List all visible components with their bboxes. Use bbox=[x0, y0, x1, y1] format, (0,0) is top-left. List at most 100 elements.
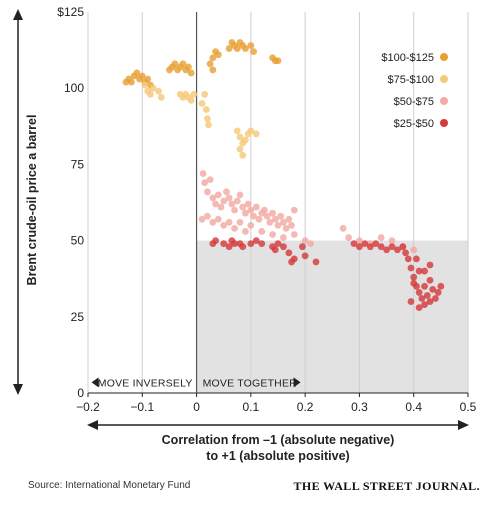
data-point-s0-20 bbox=[209, 54, 217, 62]
data-point-s2-27 bbox=[271, 215, 279, 223]
data-point-s0-15 bbox=[179, 60, 187, 68]
data-point-s2-16 bbox=[242, 209, 249, 217]
data-point-s3-37 bbox=[415, 267, 423, 275]
data-point-s2-5 bbox=[212, 200, 219, 208]
data-point-s1-15 bbox=[204, 115, 211, 123]
data-point-s2-58 bbox=[410, 246, 418, 254]
data-point-s0-24 bbox=[225, 45, 233, 52]
data-point-s0-35 bbox=[274, 57, 282, 65]
data-point-s3-12 bbox=[271, 246, 279, 254]
data-point-s3-15 bbox=[285, 249, 293, 257]
publisher-logo: THE WALL STREET JOURNAL. bbox=[293, 479, 480, 493]
data-point-s3-34 bbox=[410, 273, 418, 281]
x-tick-label-6: 0.4 bbox=[405, 400, 422, 414]
data-point-s2-3 bbox=[206, 176, 214, 184]
y-tick-label-4: 100 bbox=[64, 81, 84, 95]
data-point-s2-19 bbox=[250, 212, 257, 220]
data-point-s2-20 bbox=[252, 203, 260, 211]
data-point-s2-11 bbox=[228, 200, 236, 208]
data-point-s1-2 bbox=[147, 90, 154, 98]
data-point-s3-5 bbox=[231, 240, 238, 248]
data-point-s2-42 bbox=[236, 218, 244, 226]
data-point-s2-6 bbox=[214, 191, 222, 199]
data-point-s3-43 bbox=[426, 298, 434, 305]
data-point-s1-5 bbox=[157, 93, 165, 101]
arrow-left-icon bbox=[91, 377, 99, 388]
data-point-s2-17 bbox=[244, 200, 252, 208]
y-tick-label-3: 75 bbox=[71, 157, 85, 171]
legend-swatch-3 bbox=[440, 119, 448, 127]
legend-swatch-1 bbox=[440, 75, 448, 83]
data-point-s2-50 bbox=[307, 240, 314, 248]
data-point-s2-48 bbox=[290, 231, 298, 238]
data-point-s3-7 bbox=[239, 243, 247, 251]
data-point-s2-34 bbox=[290, 206, 298, 214]
data-point-s2-43 bbox=[242, 228, 249, 235]
data-point-s2-55 bbox=[377, 234, 385, 241]
data-point-s3-28 bbox=[388, 243, 396, 251]
data-point-s2-51 bbox=[339, 225, 347, 232]
y-axis-label: Brent crude-oil price a barrel bbox=[25, 115, 39, 286]
data-point-s3-42 bbox=[423, 292, 431, 299]
data-point-s0-2 bbox=[128, 78, 135, 86]
data-point-s3-21 bbox=[350, 240, 358, 248]
data-point-s3-17 bbox=[290, 255, 298, 263]
data-point-s2-4 bbox=[209, 194, 217, 202]
data-point-s2-35 bbox=[198, 215, 206, 223]
data-point-s3-51 bbox=[413, 255, 420, 263]
data-point-s0-31 bbox=[247, 42, 255, 49]
data-point-s2-0 bbox=[199, 170, 207, 177]
legend-swatch-2 bbox=[440, 97, 448, 105]
data-point-s1-3 bbox=[149, 84, 157, 92]
data-point-s0-6 bbox=[138, 72, 146, 80]
data-point-s3-41 bbox=[421, 282, 428, 290]
legend-swatch-0 bbox=[440, 53, 448, 61]
data-point-s3-10 bbox=[258, 240, 266, 248]
data-point-s3-53 bbox=[426, 261, 434, 269]
data-point-s1-12 bbox=[198, 100, 206, 107]
y-tick-label-0: 0 bbox=[77, 386, 84, 400]
data-point-s1-16 bbox=[205, 121, 212, 129]
x-tick-label-1: −0.1 bbox=[130, 400, 154, 414]
x-tick-label-4: 0.2 bbox=[297, 400, 314, 414]
data-point-s2-37 bbox=[209, 218, 217, 226]
data-point-s0-23 bbox=[214, 51, 222, 59]
data-point-s2-24 bbox=[263, 212, 271, 220]
x-axis-label: Correlation from –1 (absolute negative) … bbox=[118, 432, 438, 464]
data-point-s1-25 bbox=[252, 130, 260, 138]
data-point-s3-36 bbox=[413, 282, 420, 290]
data-point-s2-23 bbox=[261, 206, 268, 214]
data-point-s1-18 bbox=[236, 133, 244, 141]
data-point-s2-9 bbox=[223, 188, 230, 196]
data-point-s0-12 bbox=[171, 60, 179, 68]
data-point-s3-8 bbox=[247, 240, 255, 248]
data-point-s2-25 bbox=[266, 218, 274, 226]
data-point-s2-38 bbox=[214, 215, 222, 223]
data-point-s2-7 bbox=[217, 203, 225, 211]
data-point-s0-27 bbox=[233, 45, 241, 52]
data-point-s2-26 bbox=[269, 209, 276, 217]
data-point-s0-8 bbox=[144, 75, 152, 83]
x-tick-label-3: 0.1 bbox=[243, 400, 260, 414]
x-tick-label-7: 0.5 bbox=[460, 400, 477, 414]
data-point-s1-17 bbox=[233, 127, 241, 135]
data-point-s2-56 bbox=[388, 237, 396, 245]
data-point-s3-2 bbox=[220, 240, 228, 248]
data-point-s3-33 bbox=[407, 264, 415, 272]
data-point-s3-24 bbox=[366, 243, 374, 251]
y-arrow-down-icon bbox=[13, 384, 23, 395]
data-point-s3-13 bbox=[274, 240, 282, 248]
x-axis-label-line2: to +1 (absolute positive) bbox=[206, 449, 350, 463]
data-point-s2-40 bbox=[225, 218, 233, 226]
data-point-s3-9 bbox=[252, 237, 260, 245]
data-point-s3-47 bbox=[434, 289, 442, 296]
data-point-s0-30 bbox=[242, 45, 249, 52]
data-point-s3-45 bbox=[429, 285, 437, 293]
data-point-s3-49 bbox=[407, 298, 415, 305]
legend-label-0: $100-$125 bbox=[381, 52, 434, 64]
y-arrow-up-icon bbox=[13, 9, 23, 20]
annotation-move-inversely: MOVE INVERSELY bbox=[98, 377, 193, 389]
x-arrow-left-icon bbox=[87, 420, 98, 430]
data-point-s2-44 bbox=[247, 221, 255, 229]
data-point-s0-17 bbox=[185, 63, 192, 71]
